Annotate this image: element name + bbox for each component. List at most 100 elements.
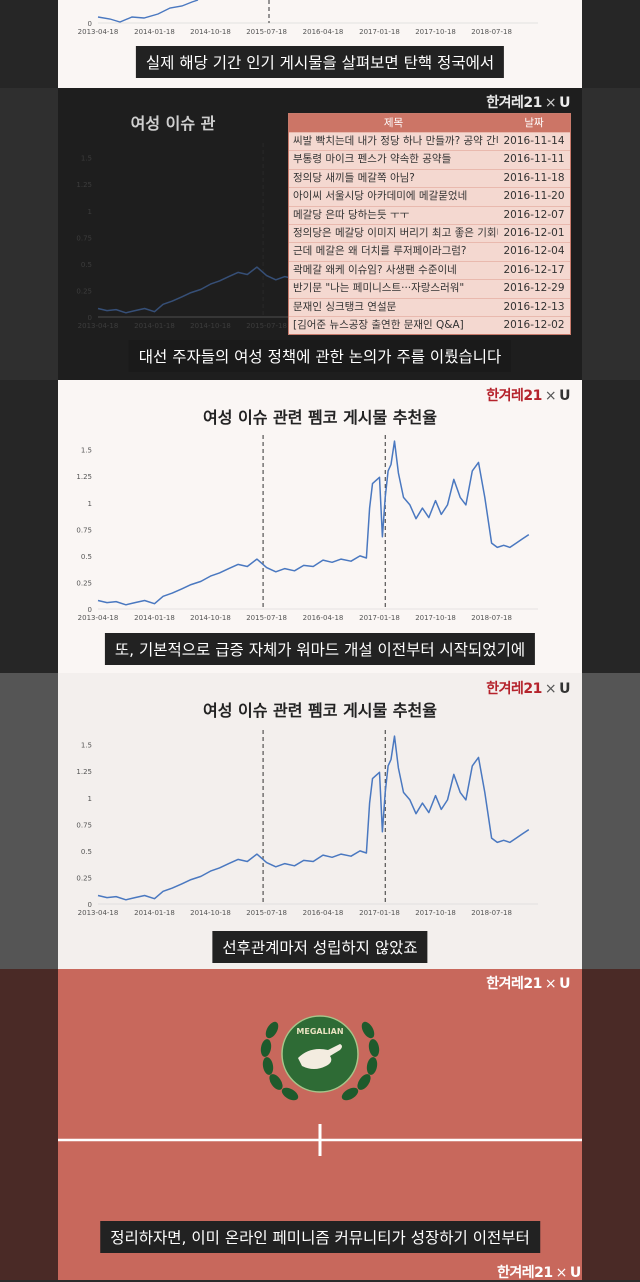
popular-posts-table: 제목 날짜 씨발 빡치는데 내가 정당 하나 만들까? 공약 간다. 2016-1… — [288, 113, 571, 336]
y-tick-label: 1.5 — [81, 155, 92, 163]
post-title: 정의당 새끼들 메갈쪽 아님? — [293, 171, 415, 184]
x-tick-label: 2017-10-18 — [415, 28, 456, 36]
logo-separator: × — [544, 388, 557, 404]
logo-text: 한겨레21 — [497, 1265, 553, 1281]
x-tick-label: 2016-04-18 — [303, 909, 344, 917]
y-tick-label: 0.5 — [81, 553, 92, 561]
x-tick-label: 2014-10-18 — [190, 28, 231, 36]
x-tick-label: 2014-10-18 — [190, 322, 231, 330]
post-title: 문재인 싱크탱크 연설문 — [293, 300, 397, 313]
x-tick-label: 2013-04-18 — [78, 28, 119, 36]
post-date: 2016-12-04 — [503, 245, 565, 258]
pinching-hand-icon — [298, 1044, 342, 1069]
post-title: 근데 메갈은 왜 더치를 루저페이라그럼? — [293, 245, 467, 258]
caption-5: 정리하자면, 이미 온라인 페미니즘 커뮤니티가 성장하기 이전부터 — [100, 1221, 540, 1253]
post-date: 2016-12-02 — [503, 318, 565, 331]
x-tick-label: 2017-10-18 — [415, 614, 456, 622]
post-title: 부통령 마이크 펜스가 약속한 공약들 — [293, 153, 452, 166]
logo-partner: U — [559, 388, 570, 404]
series-line — [97, 735, 530, 901]
y-tick-label: 1 — [88, 500, 92, 508]
y-tick-label: 1.25 — [76, 768, 92, 776]
table-row: 곽메갈 왜케 이슈임? 사생팬 수준이네 2016-12-17 — [289, 260, 570, 279]
table-row: 씨발 빡치는데 내가 정당 하나 만들까? 공약 간다. 2016-11-14 — [289, 132, 570, 150]
table-row: 메갈당 은따 당하는듯 ㅜㅜ 2016-12-07 — [289, 205, 570, 224]
brand-logo: 한겨레21 × U — [486, 678, 570, 698]
y-tick-label: 1.25 — [76, 181, 92, 189]
logo-partner: U — [559, 95, 570, 111]
x-tick-label: 2017-01-18 — [359, 614, 400, 622]
table-row: 근데 메갈은 왜 더치를 루저페이라그럼? 2016-12-04 — [289, 242, 570, 260]
chart-svg-3: 0 0.25 0.5 0.75 1 1.25 1.5 2013-04-18 2014-01-18… — [76, 435, 538, 622]
x-tick-label: 2017-01-18 — [359, 909, 400, 917]
logo-separator: × — [555, 1265, 568, 1281]
y-tick-label: 0.5 — [81, 848, 92, 856]
logo-text: 한겨레21 — [486, 388, 542, 404]
y-tick-label: 0.25 — [76, 287, 92, 295]
y-tick-label: 1.5 — [81, 742, 92, 750]
x-tick-label: 2013-04-18 — [78, 909, 119, 917]
y-tick-label: 1.5 — [81, 447, 92, 455]
table-row: 아이씨 서울시당 아카데미에 메갈묻었네 2016-11-20 — [289, 187, 570, 205]
x-tick-label: 2015-07-18 — [246, 909, 287, 917]
table-row: 문재인 싱크탱크 연설문 2016-12-13 — [289, 297, 570, 316]
table-row: 정의당은 메갈당 이미지 버리기 최고 좋은 기회네 2016-12-01 — [289, 223, 570, 242]
post-date: 2016-11-20 — [503, 190, 565, 203]
y-tick-label: 0 — [88, 901, 92, 909]
panel-chart-fragment: 0 2013-04-18 2014-01-18 2014-10-18 2015-07-… — [58, 0, 582, 88]
post-title: [김어준 뉴스공장 출연한 문재인 Q&A] — [293, 318, 464, 331]
caption-3: 또, 기본적으로 급증 자체가 워마드 개설 이전부터 시작되었기에 — [104, 633, 536, 665]
header-title: 제목 — [383, 117, 404, 129]
post-title: 씨발 빡치는데 내가 정당 하나 만들까? 공약 간다. — [293, 135, 498, 147]
caption-2: 대선 주자들의 여성 정책에 관한 논의가 주를 이뤘습니다 — [128, 340, 512, 372]
logo-text: 한겨레21 — [486, 976, 542, 992]
x-tick-label: 2014-01-18 — [134, 614, 175, 622]
chart-title: 여성 이슈 관련 펨코 게시물 추천율 — [203, 701, 437, 720]
x-tick-label: 2018-07-18 — [471, 28, 512, 36]
chart-plot-3: 0 0.25 0.5 0.75 1 1.25 1.5 2013-04-18 2014-01-18… — [76, 435, 538, 622]
table-header: 제목 날짜 — [289, 114, 570, 132]
y-tick-label: 1 — [88, 208, 92, 216]
logo-separator: × — [544, 681, 557, 697]
x-tick-label: 2014-01-18 — [134, 28, 175, 36]
chart-plot-4: 0 0.25 0.5 0.75 1 1.25 1.5 2013-04-18 2014-01-18… — [76, 730, 538, 917]
brand-logo-bottom: 한겨레21 × U — [497, 1262, 581, 1282]
y-tick-label: 0 — [88, 314, 92, 322]
x-tick-label: 2015-07-18 — [246, 28, 287, 36]
x-tick-label: 2017-10-18 — [415, 909, 456, 917]
post-date: 2016-11-14 — [503, 135, 565, 147]
x-tick-label: 2013-04-18 — [78, 322, 119, 330]
logo-partner: U — [559, 681, 570, 697]
y-tick-label: 0.75 — [76, 234, 92, 242]
y-tick-label: 1 — [88, 795, 92, 803]
y-tick-label: 0 — [88, 20, 92, 28]
y-tick-label: 0.75 — [76, 526, 92, 534]
brand-logo: 한겨레21 × U — [486, 973, 570, 993]
emblem-svg: MEGALIAN — [58, 1015, 582, 1156]
logo-text: 한겨레21 — [486, 681, 542, 697]
logo-separator: × — [544, 976, 557, 992]
post-title: 정의당은 메갈당 이미지 버리기 최고 좋은 기회네 — [293, 226, 498, 239]
x-tick-label: 2016-04-18 — [303, 614, 344, 622]
post-date: 2016-11-18 — [503, 171, 565, 184]
logo-text: 한겨레21 — [486, 95, 542, 111]
x-tick-label: 2016-04-18 — [303, 28, 344, 36]
y-tick-label: 0.75 — [76, 821, 92, 829]
x-tick-label: 2014-01-18 — [134, 909, 175, 917]
logo-separator: × — [544, 95, 557, 111]
emblem-text: MEGALIAN — [296, 1027, 343, 1036]
logo-partner: U — [559, 976, 570, 992]
megalian-emblem: MEGALIAN — [260, 1015, 380, 1101]
post-date: 2016-12-17 — [503, 263, 565, 276]
panel-chart-3: 한겨레21 × U 여성 이슈 관련 펨코 게시물 추천율 0 0.25 0.5 0.75… — [58, 380, 582, 673]
series-line — [97, 440, 530, 606]
x-tick-label: 2014-10-18 — [190, 909, 231, 917]
caption-4: 선후관계마저 성립하지 않았죠 — [212, 931, 428, 963]
x-tick-label: 2015-07-18 — [246, 322, 287, 330]
panel-chart-4: 한겨레21 × U 여성 이슈 관련 펨코 게시물 추천율 0 0.25 0.5 0.75… — [58, 673, 582, 969]
chart-svg-4: 0 0.25 0.5 0.75 1 1.25 1.5 2013-04-18 2014-01-18… — [76, 730, 538, 917]
x-tick-label: 2017-01-18 — [359, 28, 400, 36]
x-tick-label: 2014-10-18 — [190, 614, 231, 622]
post-date: 2016-11-11 — [503, 153, 565, 166]
table-body: 씨발 빡치는데 내가 정당 하나 만들까? 공약 간다. 2016-11-14 부통… — [289, 132, 570, 334]
